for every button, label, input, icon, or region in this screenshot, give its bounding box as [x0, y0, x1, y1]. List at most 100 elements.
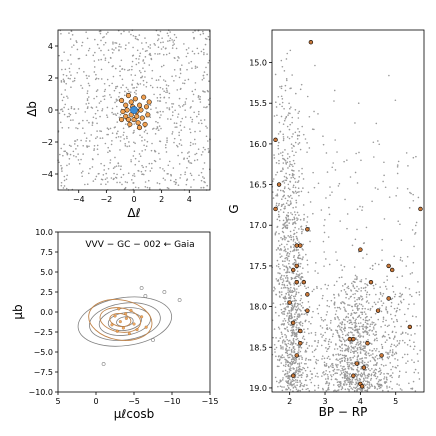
p3-field-star: [297, 180, 300, 182]
p3-field-star: [294, 334, 296, 336]
p3-field-star: [400, 333, 402, 335]
p3-field-star: [295, 367, 298, 369]
p1-field-star: [193, 36, 195, 39]
p1-field-star: [163, 170, 166, 172]
p2-member-star: [124, 316, 128, 320]
p3-field-star: [280, 331, 283, 334]
p3-field-star: [364, 307, 366, 310]
p3-field-star: [288, 165, 291, 167]
p3-field-star: [294, 186, 297, 189]
p3-field-star: [332, 353, 334, 356]
p3-field-star: [314, 340, 317, 342]
p3-field-star: [284, 179, 286, 182]
p1-field-star: [138, 70, 141, 72]
p3-field-star: [308, 332, 310, 335]
p3-field-star: [286, 280, 289, 282]
p1-field-star: [87, 102, 90, 105]
p3-field-star: [352, 316, 354, 319]
p3-field-star: [385, 319, 387, 322]
p3-field-star: [392, 321, 395, 323]
p1-field-star: [173, 79, 175, 82]
p1-field-star: [61, 68, 63, 71]
p1-field-star: [75, 148, 77, 150]
p3-field-star: [357, 341, 359, 343]
p1-field-star: [91, 122, 94, 124]
p3-field-star: [280, 293, 283, 296]
p3-field-star: [290, 238, 293, 241]
p1-xtick-label-0: −4: [73, 195, 85, 204]
p3-field-star: [412, 380, 415, 383]
p3-field-star: [279, 130, 282, 133]
p3-field-star: [346, 371, 348, 374]
p3-field-star: [288, 255, 290, 257]
p3-field-star: [399, 259, 402, 261]
p3-field-star: [332, 364, 334, 367]
p3-field-star: [288, 137, 291, 140]
p1-field-star: [70, 74, 72, 76]
p3-field-star: [370, 374, 373, 377]
p3-field-star: [358, 151, 360, 154]
p3-field-star: [356, 276, 358, 278]
p1-field-star: [173, 39, 176, 42]
p1-field-star: [100, 39, 102, 42]
p1-field-star: [154, 133, 157, 135]
p3-field-star: [291, 163, 293, 166]
p3-field-star: [284, 373, 286, 376]
p3-field-star: [311, 316, 313, 319]
p3-field-star: [342, 371, 345, 374]
p3-field-star: [328, 206, 330, 209]
p3-field-star: [287, 321, 289, 324]
p3-field-star: [367, 387, 370, 389]
p1-field-star: [87, 96, 90, 98]
p1-field-star: [167, 164, 170, 167]
p1-field-star: [111, 111, 113, 114]
p1-field-star: [183, 126, 186, 128]
p1-field-star: [60, 32, 62, 35]
p3-field-star: [409, 273, 412, 275]
p1-field-star: [144, 56, 147, 58]
p1-field-star: [96, 122, 98, 125]
p3-field-star: [335, 329, 337, 332]
p1-member-star: [125, 117, 132, 123]
p3-field-star: [317, 113, 319, 115]
p1-field-star: [187, 52, 189, 55]
p3-field-star: [299, 88, 302, 91]
p1-field-star: [86, 77, 88, 80]
p1-field-star: [116, 112, 119, 115]
p3-field-star: [326, 382, 328, 384]
p3-field-star: [330, 365, 332, 367]
p3-field-star: [351, 388, 354, 390]
p3-field-star: [401, 332, 404, 335]
p3-field-star: [296, 237, 298, 240]
p1-field-star: [75, 112, 77, 114]
p3-field-star: [359, 322, 362, 324]
p3-field-star: [287, 114, 289, 116]
p1-field-star: [188, 155, 191, 158]
p1-field-star: [165, 87, 168, 90]
p3-field-star: [291, 343, 294, 345]
p1-field-star: [208, 150, 210, 152]
p3-field-star: [293, 297, 296, 300]
p3-field-star: [351, 368, 353, 371]
p1-field-star: [102, 95, 104, 98]
p3-field-star: [352, 285, 355, 288]
p1-field-star: [114, 156, 116, 159]
p3-field-star: [290, 383, 292, 385]
p3-field-star: [378, 298, 381, 300]
p1-field-star: [200, 154, 203, 156]
p3-field-star: [287, 215, 289, 218]
p3-field-star: [294, 295, 297, 297]
p1-field-star: [118, 43, 121, 46]
p3-field-star: [364, 352, 367, 354]
p1-field-star: [142, 173, 144, 175]
p1-member-star: [141, 94, 147, 100]
p3-field-star: [353, 266, 356, 268]
p3-member-star: [351, 336, 356, 342]
p1-field-star: [78, 57, 81, 60]
p1-field-star: [142, 79, 145, 82]
p3-field-star: [344, 326, 346, 328]
p1-field-star: [95, 90, 98, 93]
p1-field-star: [200, 119, 202, 122]
p1-field-star: [151, 128, 154, 130]
p3-field-star: [340, 340, 343, 343]
